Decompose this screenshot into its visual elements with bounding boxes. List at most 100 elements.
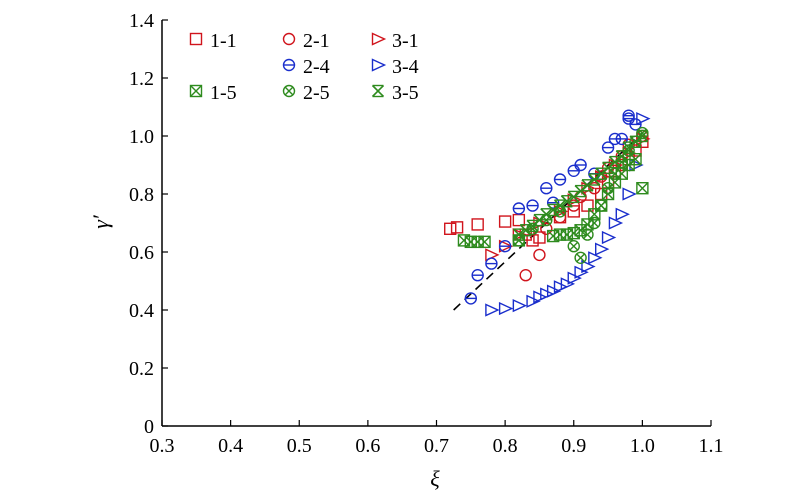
x-tick-label: 0.4	[218, 435, 243, 457]
data-point	[533, 231, 546, 244]
legend-label: 3-1	[392, 30, 419, 52]
data-point	[546, 284, 562, 298]
data-point	[601, 230, 617, 245]
series-3-5	[512, 129, 649, 241]
y-tick-label: 0.8	[129, 184, 154, 206]
data-point	[595, 242, 610, 256]
data-point	[567, 271, 582, 285]
data-point	[608, 216, 624, 230]
data-point	[553, 199, 567, 212]
data-point	[519, 224, 532, 237]
y-tick-label: 1.4	[129, 10, 154, 32]
data-point	[574, 265, 589, 279]
legend-label: 1-1	[210, 30, 237, 52]
data-point	[471, 218, 484, 231]
legend-item: 1-1	[189, 30, 237, 52]
data-point	[574, 251, 587, 264]
series-2-4	[464, 109, 642, 305]
x-tick-label: 0.8	[493, 435, 518, 457]
legend-marker	[282, 58, 296, 72]
data-point	[636, 181, 649, 195]
data-point	[450, 221, 464, 234]
series-3-4	[485, 112, 651, 317]
data-point	[588, 181, 601, 195]
data-point	[567, 226, 580, 240]
y-tick-label: 1.0	[129, 126, 154, 148]
x-tick-label: 0.5	[287, 435, 312, 457]
data-point	[636, 112, 651, 126]
data-point	[567, 239, 580, 253]
legend-label: 3-4	[392, 56, 419, 78]
data-point	[567, 164, 580, 178]
data-point	[540, 287, 555, 301]
data-point	[512, 202, 526, 215]
x-tick-label: 1.1	[699, 435, 724, 457]
data-point	[601, 181, 615, 195]
legend-marker	[371, 32, 387, 46]
data-point	[588, 216, 601, 230]
data-point	[533, 248, 546, 262]
data-point	[567, 205, 580, 218]
data-point	[615, 207, 630, 221]
axes	[161, 20, 711, 427]
legend: 1-1 2-1 3-1 2-4 3-4 1-5 2-5 3-5	[189, 30, 419, 104]
data-point	[560, 277, 576, 291]
legend-item: 3-4	[371, 56, 419, 78]
data-point	[540, 208, 553, 221]
legend-item: 2-4	[282, 56, 330, 78]
legend-marker	[282, 32, 296, 46]
legend-marker	[189, 32, 203, 46]
data-point	[512, 213, 526, 227]
y-tick-label: 0	[144, 416, 154, 438]
data-point	[629, 118, 642, 131]
data-point	[526, 294, 541, 308]
legend-item: 3-1	[371, 30, 419, 52]
legend-marker	[282, 84, 296, 98]
data-point	[533, 290, 548, 304]
y-tick-label: 0.4	[129, 300, 154, 322]
legend-label: 3-5	[392, 82, 419, 104]
data-point	[498, 215, 512, 228]
data-point	[560, 195, 573, 208]
data-point	[581, 199, 594, 212]
data-point	[553, 173, 567, 186]
x-tick-label: 0.6	[355, 435, 380, 457]
data-point	[498, 239, 512, 253]
data-point	[601, 141, 615, 154]
legend-label: 2-1	[303, 30, 330, 52]
data-point	[512, 299, 528, 313]
x-tick-label: 0.3	[150, 435, 175, 457]
legend-label: 2-5	[303, 82, 330, 104]
legend-label: 1-5	[210, 82, 237, 104]
legend-marker	[189, 84, 203, 98]
x-tick-label: 0.9	[561, 435, 586, 457]
data-point	[485, 257, 498, 270]
y-tick-label: 0.2	[129, 358, 154, 380]
data-point	[622, 109, 635, 122]
data-point	[547, 203, 560, 217]
data-point	[540, 181, 553, 195]
y-tick-label: 0.6	[129, 242, 154, 264]
data-point	[471, 269, 484, 282]
data-point	[581, 259, 596, 274]
data-point	[498, 301, 514, 316]
data-point	[553, 280, 569, 294]
legend-label: 2-4	[303, 56, 330, 78]
legend-item: 2-5	[282, 82, 330, 104]
legend-item: 3-5	[371, 82, 419, 104]
x-axis-label: ξ	[430, 466, 440, 491]
data-point	[622, 187, 637, 201]
data-point	[615, 132, 628, 146]
data-point	[478, 235, 491, 249]
y-axis-label: γ′	[88, 214, 113, 229]
legend-item: 2-1	[282, 30, 330, 52]
data-point	[581, 228, 594, 241]
data-points	[444, 109, 651, 317]
data-point	[636, 129, 649, 143]
data-point	[485, 303, 500, 317]
data-point	[588, 251, 603, 265]
data-point	[444, 222, 457, 236]
legend-item: 1-5	[189, 82, 237, 104]
x-tick-label: 1.0	[630, 435, 655, 457]
